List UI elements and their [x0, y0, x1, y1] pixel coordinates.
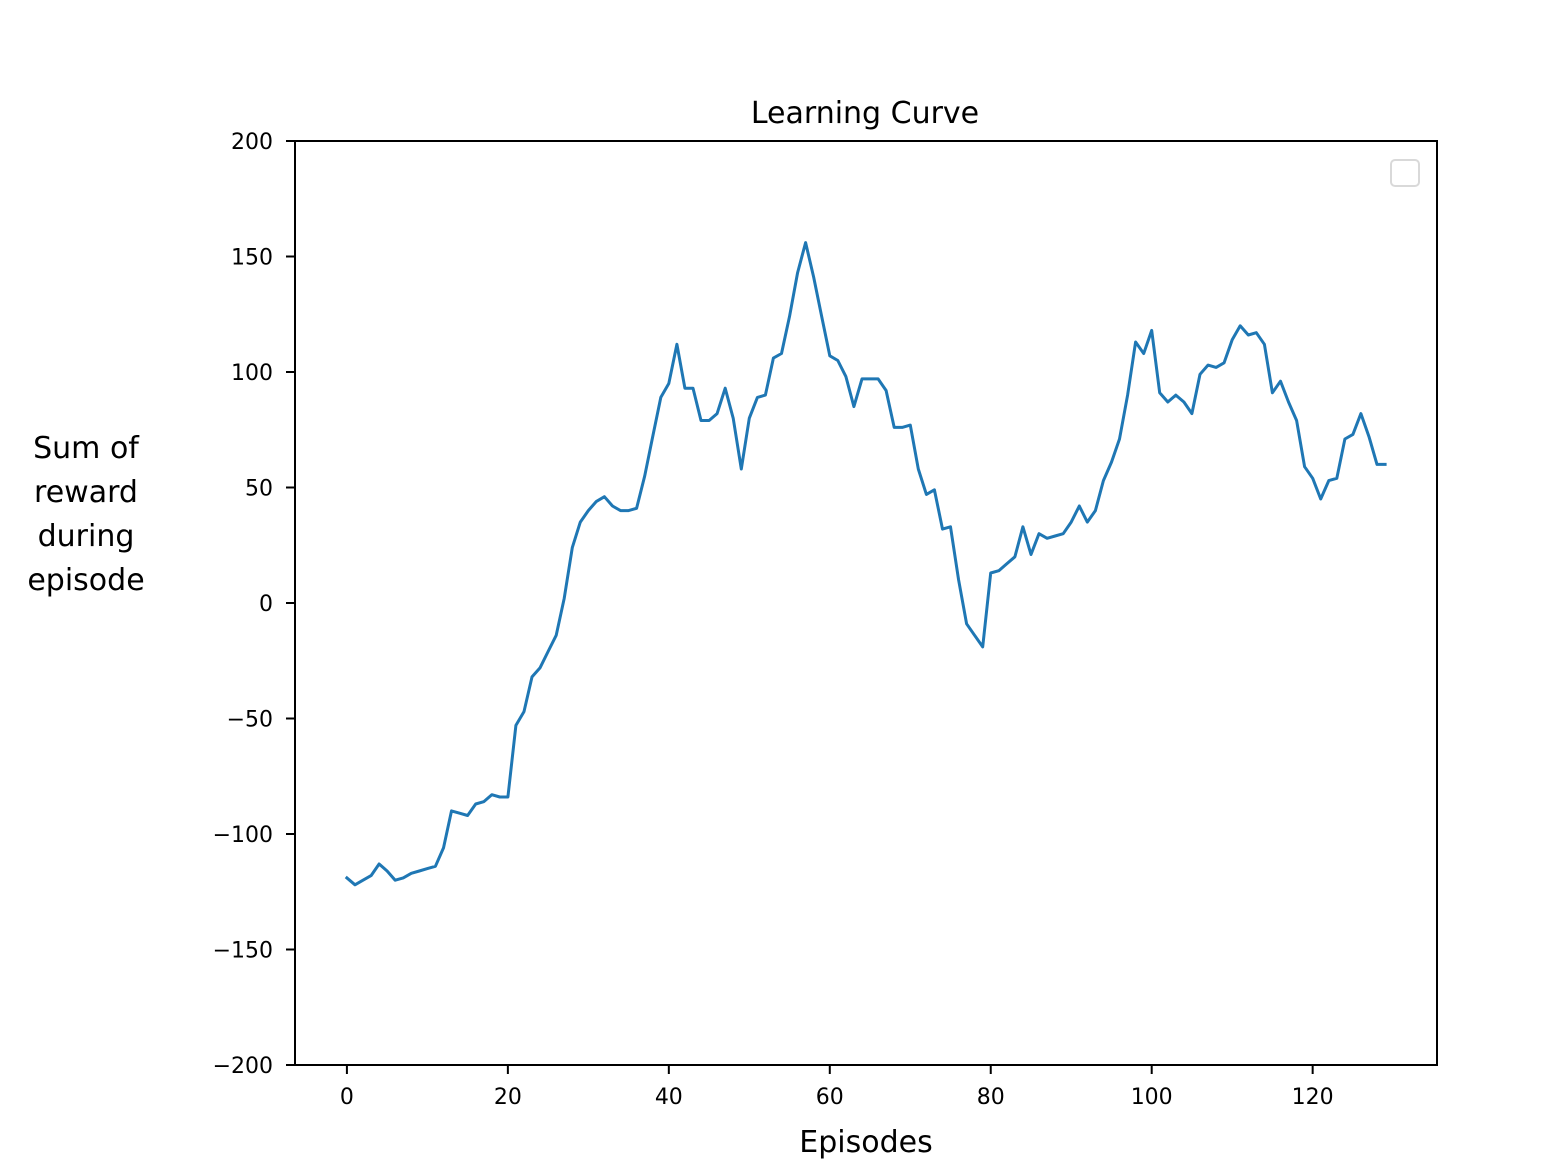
- x-tick-label: 100: [1131, 1085, 1173, 1110]
- y-tick-label: −100: [213, 823, 273, 848]
- x-tick-label: 80: [977, 1085, 1005, 1110]
- y-axis-title: Sum of reward during episode: [27, 431, 144, 598]
- x-tick-label: 0: [340, 1085, 354, 1110]
- x-tick-label: 40: [655, 1085, 683, 1110]
- y-tick-label: 50: [245, 477, 273, 502]
- legend-box: [1390, 159, 1420, 187]
- x-tick-label: 20: [494, 1085, 522, 1110]
- y-tick-label: 150: [231, 246, 273, 271]
- chart-title: Learning Curve: [751, 96, 979, 131]
- x-tick-label: 60: [816, 1085, 844, 1110]
- plot-area-frame: [294, 140, 1438, 1066]
- x-tick-label: 120: [1292, 1085, 1334, 1110]
- y-tick-label: −200: [213, 1054, 273, 1079]
- series-line: [344, 241, 1387, 887]
- y-tick-label: 0: [259, 592, 273, 617]
- y-tick-label: 100: [231, 361, 273, 386]
- x-axis-ticks: 0 20 40 60 80 100 120: [340, 1065, 1334, 1110]
- y-axis-ticks: −200 −150 −100 −50 0 50 100 150 200: [213, 130, 295, 1079]
- y-tick-label: −50: [227, 708, 273, 733]
- y-tick-label: −150: [213, 939, 273, 964]
- x-axis-title: Episodes: [799, 1125, 932, 1160]
- y-tick-label: 200: [231, 130, 273, 155]
